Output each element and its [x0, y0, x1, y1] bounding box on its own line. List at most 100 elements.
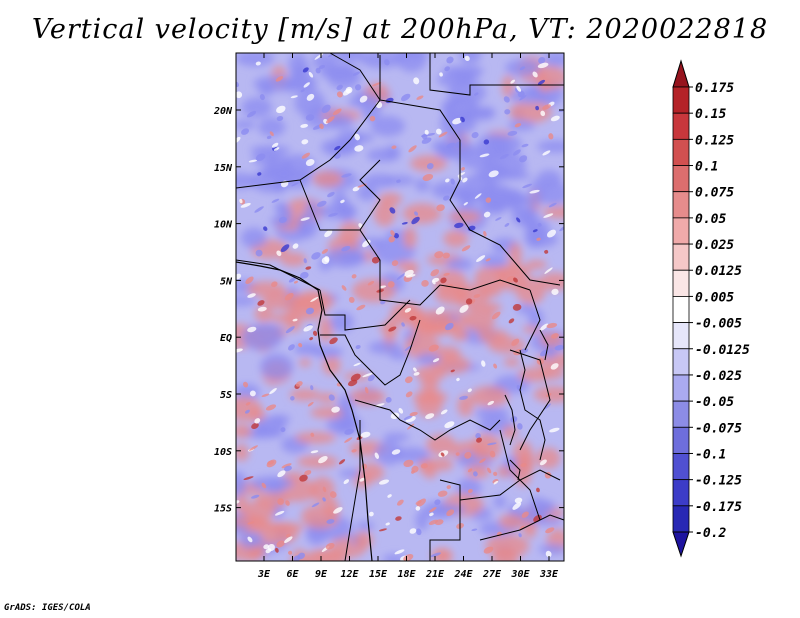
field-speck	[325, 542, 335, 550]
field-blob	[456, 478, 482, 498]
field-speck	[259, 94, 265, 101]
field-speck	[305, 307, 315, 315]
field-speck	[420, 463, 428, 469]
field-speck	[394, 549, 405, 555]
field-speck	[483, 139, 490, 145]
field-blob	[315, 204, 358, 219]
field-speck	[456, 377, 460, 382]
field-speck	[398, 408, 404, 414]
field-speck	[511, 338, 520, 346]
field-blob	[415, 365, 446, 382]
field-speck	[378, 479, 390, 485]
colorbar-swatch	[672, 112, 690, 140]
field-speck	[271, 198, 280, 203]
field-speck	[274, 510, 285, 516]
field-speck	[329, 491, 337, 498]
field-speck	[263, 544, 270, 550]
field-speck	[551, 288, 559, 295]
field-speck	[347, 379, 358, 387]
colorbar-label: -0.125	[695, 474, 742, 489]
field-speck	[243, 476, 254, 480]
field-speck	[341, 285, 347, 291]
field-speck	[293, 280, 298, 284]
field-speck	[413, 77, 420, 85]
field-speck	[396, 273, 406, 280]
field-speck	[266, 135, 272, 140]
field-blob	[241, 324, 282, 351]
field-blob	[289, 388, 320, 401]
field-blob	[482, 202, 507, 215]
field-speck	[302, 67, 309, 73]
field-speck	[467, 388, 472, 393]
field-speck	[310, 296, 319, 303]
field-speck	[390, 230, 395, 237]
colorbar-swatch	[672, 296, 690, 323]
field-blob	[300, 504, 340, 529]
field-speck	[336, 84, 343, 91]
field-speck	[474, 193, 482, 199]
field-blob	[258, 82, 274, 97]
field-speck	[367, 375, 375, 382]
field-speck	[368, 511, 374, 517]
field-speck	[388, 236, 396, 243]
colorbar-label: 0.125	[695, 133, 734, 148]
field-speck	[467, 468, 473, 473]
colorbar-swatch	[672, 269, 690, 297]
field-speck	[284, 536, 293, 543]
field-blob	[236, 296, 257, 306]
field-speck	[247, 536, 253, 543]
colorbar-label: -0.075	[695, 421, 742, 436]
field-blob	[249, 476, 294, 491]
field-blob	[509, 100, 552, 124]
field-speck	[284, 292, 294, 301]
field-speck	[312, 330, 318, 337]
field-speck	[537, 62, 549, 69]
coastline	[235, 261, 373, 562]
field-speck	[271, 281, 278, 288]
field-blob	[414, 309, 453, 336]
field-speck	[288, 550, 293, 555]
field-blob	[309, 551, 344, 561]
field-blob	[370, 115, 406, 137]
field-speck	[344, 428, 354, 435]
field-speck	[321, 104, 331, 114]
colorbar-label: -0.0125	[695, 343, 750, 358]
colorbar-swatch	[672, 322, 690, 350]
field-blob	[454, 284, 490, 310]
field-speck	[239, 198, 243, 204]
field-speck	[397, 499, 404, 506]
field-speck	[483, 546, 494, 554]
field-speck	[236, 348, 243, 353]
field-speck	[529, 189, 540, 194]
field-speck	[359, 95, 368, 103]
colorbar-swatch	[672, 453, 690, 481]
field-speck	[445, 178, 450, 183]
field-blob	[458, 190, 478, 206]
field-speck	[454, 222, 464, 229]
map-frame	[235, 52, 565, 562]
field-speck	[460, 116, 465, 123]
field-speck	[380, 300, 386, 305]
field-speck	[425, 413, 435, 420]
colorbar-swatch	[672, 479, 690, 507]
colorbar-label: -0.2	[695, 526, 726, 541]
field-speck	[457, 172, 466, 177]
field-speck	[425, 132, 436, 137]
field-speck	[438, 131, 448, 138]
field-blob	[266, 522, 305, 533]
field-speck	[491, 311, 501, 320]
colorbar-swatch	[672, 243, 690, 271]
field-blob	[440, 110, 462, 138]
field-speck	[409, 315, 417, 321]
field-blob	[352, 278, 396, 303]
field-blob	[236, 424, 253, 439]
field-speck	[348, 296, 355, 303]
field-speck	[434, 499, 441, 505]
field-blob	[524, 224, 545, 249]
field-blob	[493, 495, 507, 509]
field-speck	[293, 555, 301, 561]
lon-label: 15E	[369, 569, 388, 580]
field-speck	[443, 195, 450, 201]
field-speck	[471, 528, 478, 532]
